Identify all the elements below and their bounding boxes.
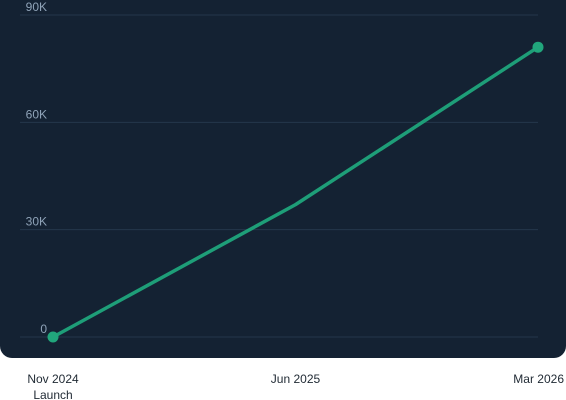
y-axis-ticks: 0 30K 60K 90K <box>26 0 48 336</box>
data-point-nov-2024 <box>47 331 59 343</box>
gridlines <box>20 14 538 338</box>
y-tick-label-60K: 60K <box>26 107 47 121</box>
x-tick-label-nov-2024: Nov 2024 <box>27 372 79 386</box>
y-tick-label-30K: 30K <box>26 215 47 229</box>
x-tick-label-mar-2026: Mar 2026 <box>513 372 564 386</box>
series-line <box>51 45 540 339</box>
y-tick-label-90K: 90K <box>26 0 47 14</box>
data-point-mar-2026 <box>532 41 544 53</box>
series-layer <box>47 41 544 343</box>
x-tick-label-jun-2025: Jun 2025 <box>271 372 321 386</box>
y-tick-label-0: 0 <box>40 322 47 336</box>
plot-background <box>0 0 566 358</box>
x-axis-ticks: Nov 2024 Jun 2025 Mar 2026 Launch <box>27 372 564 400</box>
annotation-launch: Launch <box>33 388 72 400</box>
